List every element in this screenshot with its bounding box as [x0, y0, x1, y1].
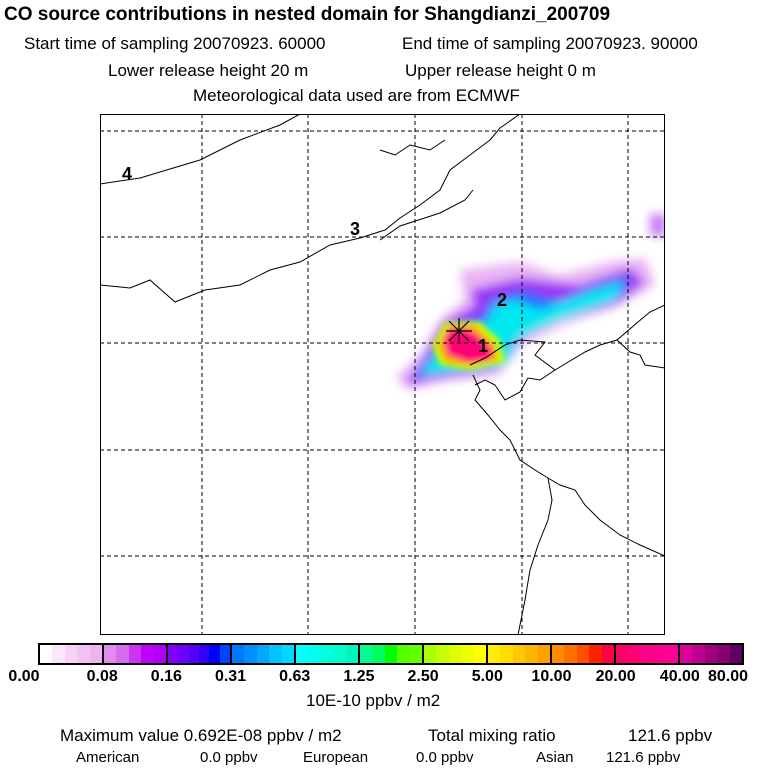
region-label-4: 4 — [122, 164, 133, 184]
end-time: End time of sampling 20070923. 90000 — [402, 34, 698, 53]
lower-release-height: Lower release height 20 m — [108, 61, 309, 80]
total-mixing-ratio-value: 121.6 ppbv — [628, 726, 713, 745]
asian-value: 121.6 ppbv — [606, 749, 681, 766]
colorbar-segment — [616, 645, 680, 663]
colorbar — [38, 643, 744, 665]
start-time: Start time of sampling 20070923. 60000 — [24, 34, 326, 53]
lat-lon-grid — [100, 114, 665, 635]
colorbar-segment — [552, 645, 616, 663]
colorbar-segment — [296, 645, 360, 663]
colorbar-segment — [232, 645, 296, 663]
colorbar-segment — [680, 645, 743, 663]
map-frame — [100, 114, 665, 635]
colorbar-tick-label: 80.00 — [707, 668, 749, 685]
colorbar-segment — [360, 645, 424, 663]
colorbar-tick-label: 40.00 — [659, 668, 700, 685]
colorbar-tick-label: 2.50 — [407, 668, 439, 685]
colorbar-tick-label: 0.16 — [150, 668, 182, 685]
colorbar-tick-label: 20.00 — [595, 668, 636, 685]
colorbar-tick-label: 5.00 — [471, 668, 503, 685]
colorbar-segment — [488, 645, 552, 663]
european-value: 0.0 ppbv — [416, 749, 474, 766]
colorbar-segment — [40, 645, 104, 663]
region-label-3: 3 — [350, 219, 361, 239]
colorbar-tick-label: 0.63 — [279, 668, 311, 685]
colorbar-segment — [424, 645, 488, 663]
region-label-2: 2 — [497, 290, 508, 310]
plume — [395, 214, 665, 390]
maximum-value: Maximum value 0.692E-08 ppbv / m2 — [60, 726, 342, 745]
american-label: American — [76, 749, 140, 766]
plot-title: CO source contributions in nested domain… — [4, 4, 611, 25]
colorbar-segment — [104, 645, 168, 663]
coastlines-borders — [100, 114, 665, 635]
american-value: 0.0 ppbv — [200, 749, 258, 766]
european-label: European — [303, 749, 369, 766]
upper-release-height: Upper release height 0 m — [405, 61, 596, 80]
colorbar-tick-label: 1.25 — [343, 668, 375, 685]
receptor-star-icon — [446, 318, 472, 344]
colorbar-tick-label: 0.08 — [86, 668, 118, 685]
colorbar-tick-label: 10.00 — [531, 668, 572, 685]
colorbar-tick-label: 0.31 — [214, 668, 247, 685]
met-data-note: Meteorological data used are from ECMWF — [193, 86, 520, 105]
colorbar-unit: 10E-10 ppbv / m2 — [306, 691, 441, 710]
asian-label: Asian — [536, 749, 574, 766]
colorbar-segment — [168, 645, 232, 663]
region-label-1: 1 — [478, 336, 489, 356]
colorbar-tick-label: 0.00 — [8, 668, 40, 685]
total-mixing-ratio-label: Total mixing ratio — [428, 726, 556, 745]
